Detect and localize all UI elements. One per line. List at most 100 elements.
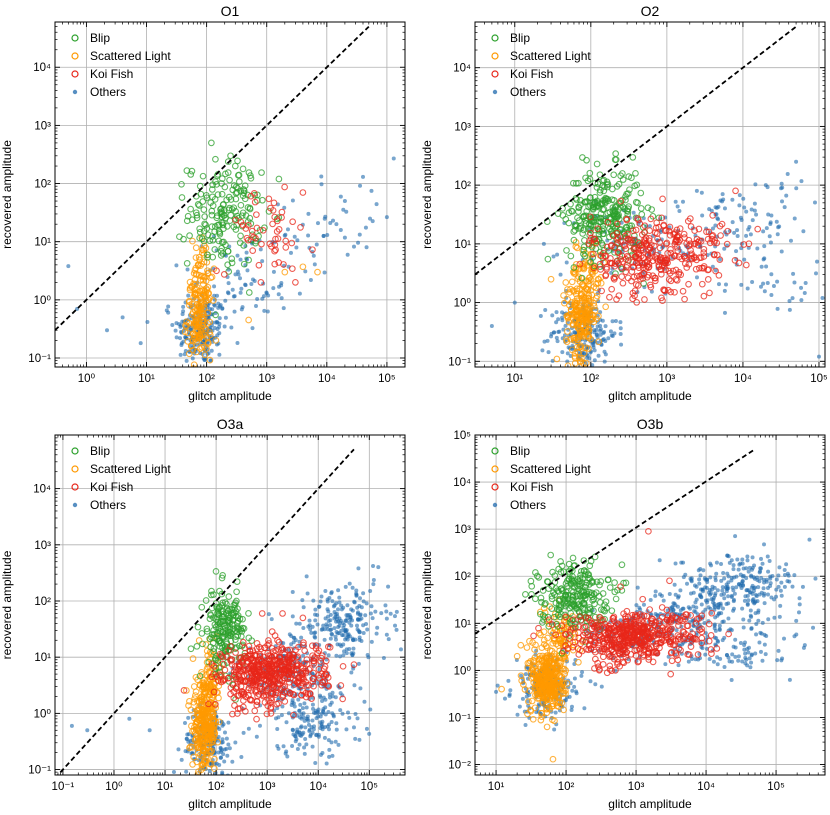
point-others — [322, 270, 327, 275]
point-koi-fish — [303, 660, 311, 668]
point-blip — [596, 189, 604, 196]
point-scattered-light — [573, 316, 581, 323]
point-others — [593, 682, 598, 687]
point-others — [368, 588, 373, 593]
point-others — [631, 210, 636, 215]
point-koi-fish — [631, 246, 638, 253]
point-others — [713, 268, 718, 273]
point-koi-fish — [268, 653, 276, 661]
point-others — [295, 727, 300, 732]
point-blip — [232, 608, 240, 615]
point-koi-fish — [269, 220, 276, 228]
point-others — [722, 576, 727, 581]
point-blip — [600, 205, 608, 213]
point-koi-fish — [256, 652, 264, 660]
point-blip — [218, 190, 226, 198]
y-tick-label: 10³ — [34, 540, 51, 552]
point-koi-fish — [617, 197, 625, 205]
point-others — [769, 213, 774, 218]
point-others — [226, 720, 231, 725]
point-others — [190, 356, 195, 361]
point-scattered-light — [199, 710, 207, 718]
point-scattered-light — [206, 688, 214, 696]
point-others — [330, 694, 335, 699]
point-others — [363, 225, 368, 230]
legend: Blip Scattered Light Koi Fish Others — [71, 444, 171, 512]
point-koi-fish — [615, 259, 622, 267]
point-koi-fish — [234, 705, 242, 713]
point-koi-fish — [257, 668, 265, 676]
point-scattered-light — [567, 310, 575, 318]
point-others — [713, 205, 718, 210]
point-others — [762, 601, 767, 606]
point-others — [391, 156, 396, 161]
point-blip — [226, 631, 234, 639]
point-others — [279, 296, 284, 301]
point-others — [525, 665, 530, 670]
point-others — [704, 585, 709, 590]
legend-label: Blip — [90, 444, 110, 458]
point-koi-fish — [250, 666, 258, 674]
point-others — [541, 241, 546, 246]
point-koi-fish — [257, 278, 265, 286]
point-blip — [226, 176, 233, 184]
point-blip — [196, 234, 203, 242]
x-tick-label: 10⁴ — [734, 373, 752, 385]
point-koi-fish — [647, 283, 655, 291]
point-others — [768, 574, 773, 579]
point-others — [357, 596, 362, 601]
point-blip — [579, 154, 586, 161]
point-others — [722, 246, 727, 251]
point-blip — [239, 209, 247, 217]
point-scattered-light — [595, 338, 603, 346]
point-koi-fish — [690, 240, 698, 248]
x-axis-label: glitch amplitude — [608, 389, 692, 403]
point-blip — [570, 228, 578, 235]
point-koi-fish — [662, 256, 670, 264]
y-tick-label: 10¹ — [34, 652, 51, 664]
point-blip — [648, 206, 656, 213]
point-others — [299, 712, 304, 717]
point-others — [342, 622, 347, 627]
point-koi-fish — [265, 640, 273, 647]
point-koi-fish — [275, 646, 283, 653]
point-koi-fish — [263, 710, 271, 718]
point-koi-fish — [641, 296, 648, 303]
point-others — [769, 293, 774, 298]
point-koi-fish — [274, 680, 282, 687]
point-blip — [186, 232, 193, 240]
point-blip — [613, 183, 621, 190]
point-others — [295, 747, 300, 752]
point-others — [238, 257, 243, 262]
point-others — [356, 617, 361, 622]
point-others — [311, 598, 316, 603]
point-koi-fish — [238, 688, 246, 696]
point-koi-fish — [695, 225, 703, 233]
point-koi-fish — [259, 226, 267, 234]
point-others — [703, 607, 708, 612]
point-scattered-light — [593, 315, 600, 323]
point-koi-fish — [318, 652, 326, 660]
point-blip — [199, 640, 206, 648]
point-others — [383, 603, 388, 608]
point-blip — [212, 178, 219, 185]
point-scattered-light — [189, 727, 196, 735]
point-scattered-light — [201, 351, 209, 359]
point-koi-fish — [587, 213, 594, 221]
point-others — [386, 584, 391, 589]
point-others — [570, 375, 574, 379]
point-koi-fish — [614, 249, 622, 256]
legend-marker-koi-fish — [491, 70, 499, 78]
point-others — [147, 728, 152, 733]
point-others — [316, 707, 321, 712]
point-koi-fish — [249, 247, 257, 254]
point-others — [553, 710, 558, 715]
point-scattered-light — [585, 345, 592, 352]
point-others — [647, 224, 652, 229]
point-koi-fish — [267, 710, 275, 717]
point-others — [546, 350, 551, 355]
point-others — [290, 590, 295, 595]
point-others — [336, 624, 341, 629]
point-others — [358, 613, 363, 618]
point-scattered-light — [209, 733, 216, 741]
